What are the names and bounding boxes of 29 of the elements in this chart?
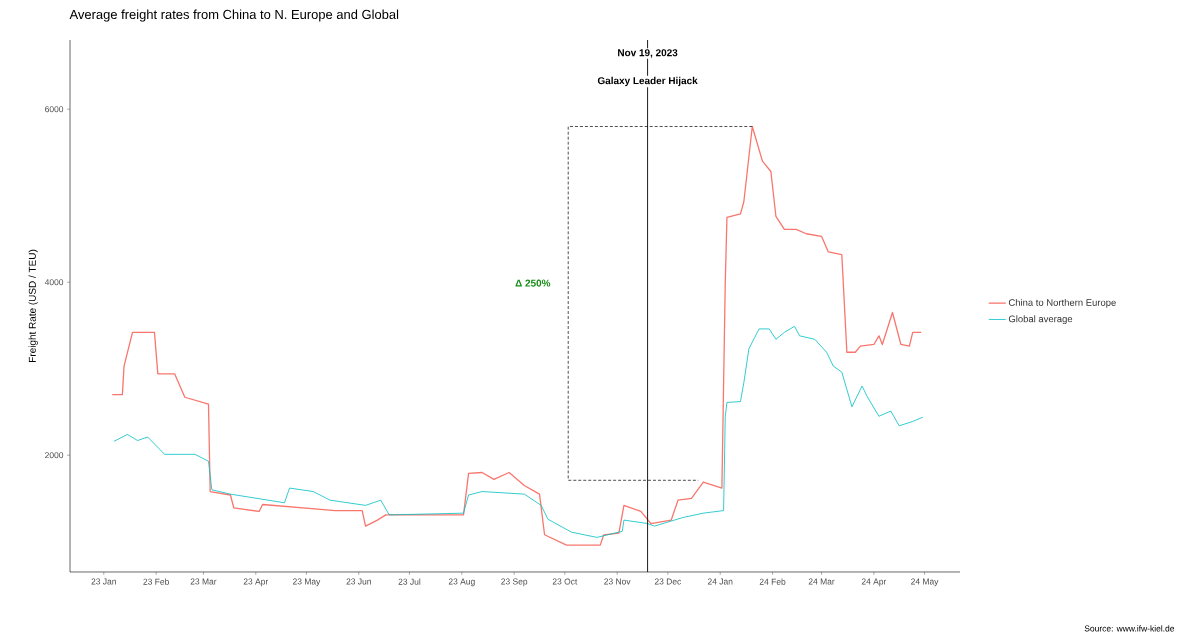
x-tick-label: 24 Jan	[707, 578, 733, 585]
x-tick-label: 23 Sep	[501, 578, 528, 587]
x-tick-label: 23 Nov	[604, 578, 631, 585]
legend-label: China to Northern Europe	[1008, 298, 1116, 308]
y-axis-title: Freight Rate (USD / TEU)	[28, 249, 38, 362]
x-tick-label: 23 Aug	[448, 578, 475, 587]
x-tick-label: 23 Apr	[243, 578, 269, 587]
x-tick-label: 23 Jan	[91, 578, 116, 585]
x-tick-label: 23 Oct	[552, 578, 578, 585]
x-tick-label: 24 May	[911, 578, 939, 587]
ref-line-label: Nov 19, 2023	[618, 49, 678, 58]
legend-label: Global average	[1008, 315, 1073, 325]
y-tick-label: 2000	[45, 452, 64, 459]
annotation: Galaxy Leader Hijack	[597, 76, 698, 87]
x-tick-label: 23 Jul	[398, 578, 421, 585]
y-tick-label: 6000	[45, 106, 64, 113]
x-tick-label: 23 May	[292, 578, 321, 587]
annotation: Δ 250%	[515, 279, 551, 287]
chart-title: Average freight rates from China to N. Europe and Global	[69, 9, 399, 22]
x-tick-label: 23 Mar	[190, 578, 217, 585]
y-tick-label: 4000	[44, 279, 64, 286]
x-tick-label: 23 Feb	[143, 578, 169, 585]
x-tick-label: 23 Dec	[654, 578, 682, 585]
x-tick-label: 24 Apr	[861, 578, 887, 587]
x-tick-label: 24 Feb	[759, 578, 786, 585]
source-note: Source: www.ifw-kiel.de	[1084, 625, 1175, 632]
line-series	[113, 325, 924, 538]
x-tick-label: 23 Jun	[346, 578, 371, 585]
x-tick-label: 24 Mar	[808, 578, 835, 585]
